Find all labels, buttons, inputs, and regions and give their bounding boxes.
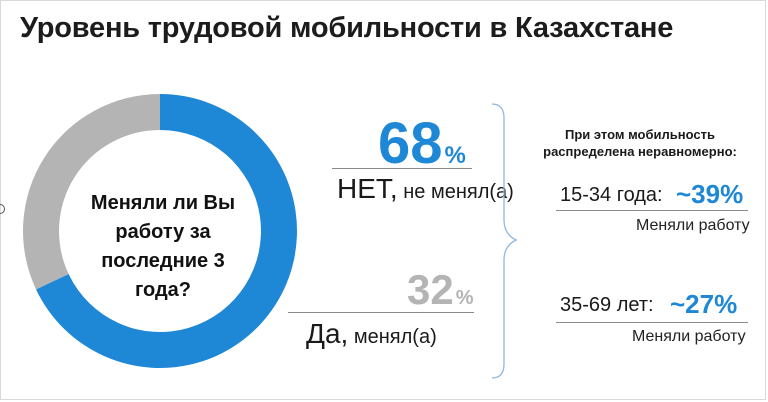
group-note-young: Меняли работу (636, 217, 750, 234)
group-value-older: ~27% (670, 289, 738, 319)
slide-title: Уровень трудовой мобильности в Казахстан… (20, 12, 674, 44)
yes-answer-rest: менял(а) (348, 326, 437, 348)
yes-answer-label: Да, менял(а) (306, 318, 437, 350)
distribution-heading-line2: распределена неравномерно: (543, 144, 737, 159)
group-value-young: ~39% (676, 179, 744, 209)
no-percentage-sign: % (444, 142, 466, 169)
group-divider-older (556, 322, 748, 323)
group-age-young: 15-34 года: (560, 184, 663, 206)
yes-percentage-sign: % (455, 287, 474, 309)
yes-percentage-value: 32 (407, 266, 454, 313)
yes-answer-lead: Да, (306, 318, 349, 349)
no-divider (332, 168, 472, 169)
group-age-older: 35-69 лет: (560, 294, 654, 316)
group-note-older: Меняли работу (632, 328, 746, 345)
distribution-heading: При этом мобильность распределена неравн… (530, 126, 750, 160)
group-divider-young (556, 210, 748, 211)
no-percentage-value: 68 (378, 111, 443, 176)
donut-chart (22, 93, 297, 368)
no-answer-rest: не менял(а) (397, 181, 514, 203)
distribution-heading-line1: При этом мобильность (565, 127, 715, 142)
yes-divider (288, 312, 474, 313)
no-answer-lead: НЕТ, (337, 173, 398, 204)
no-answer-label: НЕТ, не менял(а) (337, 173, 514, 205)
donut-slice-yes (22, 93, 161, 290)
yes-percentage: 32% (407, 266, 474, 314)
donut-center-question: Меняли ли Вы работу за последние 3 года? (90, 192, 236, 301)
no-percentage: 68% (378, 110, 466, 177)
curly-brace (491, 103, 518, 379)
